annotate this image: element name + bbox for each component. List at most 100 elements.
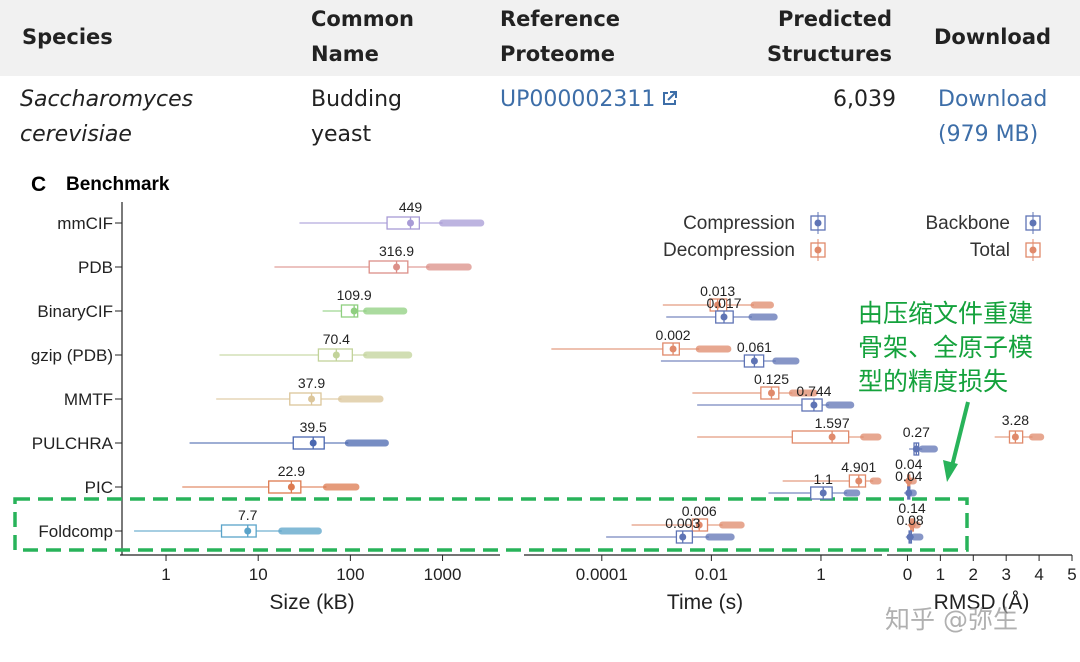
value-label: 0.08 [896,512,923,528]
category-label: BinaryCIF [37,302,113,321]
legend-key-dot [814,246,822,254]
value-label: 22.9 [278,463,305,479]
x-tick-label: 1 [816,565,825,584]
legend-key-dot [1029,219,1037,227]
x-tick-label: 2 [969,565,978,584]
mean-dot [912,445,920,453]
annotation-line: 型的精度损失 [858,367,1009,396]
external-link-icon [661,83,678,118]
value-label: 0.04 [895,456,922,472]
mean-dot [905,489,913,497]
category-label: MMTF [64,390,113,409]
annotation-text: 由压缩文件重建 骨架、全原子模 型的精度损失 [858,297,1058,399]
value-label: 70.4 [323,331,350,347]
x-tick-label: 4 [1034,565,1043,584]
mean-dot [287,483,295,491]
mean-dot [750,357,758,365]
mean-dot [393,263,401,271]
annotation-line: 骨架、全原子模 [858,333,1034,362]
value-label: 0.002 [656,327,691,343]
box-iqr [292,436,325,450]
header-species: Species [22,25,113,49]
mean-dot [244,527,252,535]
legend-label: Total [970,240,1010,261]
value-label: 0.14 [898,500,925,516]
value-label: 0.125 [754,371,789,387]
header-common-name: Common Name [311,7,414,66]
box-iqr [268,480,302,494]
value-label: 7.7 [238,507,258,523]
x-tick-label: 5 [1067,565,1076,584]
legend-key-dot [1029,246,1037,254]
mean-dot [406,219,414,227]
legend-label: Compression [683,213,795,234]
value-label: 3.28 [1002,412,1029,428]
mean-dot [908,521,916,529]
mean-dot [332,351,340,359]
x-axis-title: Size (kB) [269,591,354,614]
mean-dot [308,395,316,403]
annotation-arrow-shaft [949,401,970,471]
x-tick-label: 1 [936,565,945,584]
value-label: 0.04 [895,468,922,484]
header-predicted-structures: Predicted Structures [766,7,892,66]
mean-dot [767,389,775,397]
value-label: 1.1 [813,471,833,487]
box-iqr [791,430,850,444]
mean-dot [669,345,677,353]
watermark: 知乎 @弥生 [885,605,1018,634]
x-tick-label: 0 [903,565,912,584]
x-tick-label: 100 [336,565,364,584]
box-iqr [368,260,409,274]
box-iqr [386,216,420,230]
value-label: 449 [399,199,423,215]
mean-dot [350,307,358,315]
category-label: PULCHRA [32,434,114,453]
highlight-box [13,497,969,552]
mean-dot [1011,433,1019,441]
common-name: Budding yeast [311,87,402,147]
proteome-link[interactable]: UP000002311 [500,82,678,118]
mean-dot [679,533,687,541]
annotation-arrow-head [943,460,958,482]
figure-title: Benchmark [66,174,170,195]
value-label: 0.006 [682,503,717,519]
x-axis-title: RMSD (Å) [934,591,1030,614]
species-name: Saccharomyces cerevisiae [20,87,194,147]
benchmark-figure: C Benchmark mmCIF PDB BinaryCIF gzip (PDB) M… [13,173,1077,614]
table-header: Species Common Name Reference Proteome Pre… [0,0,1080,76]
x-tick-label: 1000 [424,565,462,584]
value-label: 0.27 [903,424,930,440]
x-axis-title: Time (s) [667,591,743,614]
table-row: Saccharomyces cerevisiae Budding yeast UP0… [0,76,1080,162]
value-label: 0.017 [706,295,741,311]
panel-letter: C [31,173,46,196]
value-label: 39.5 [300,419,327,435]
mean-dot [695,521,703,529]
category-label: PDB [78,258,113,277]
value-label: 109.9 [337,287,372,303]
value-label: 1.597 [815,415,850,431]
x-tick-label: 1 [161,565,170,584]
x-tick-label: 0.0001 [576,565,628,584]
legend-label: Decompression [663,240,795,261]
legend-key-dot [814,219,822,227]
structure-count: 6,039 [833,87,896,112]
mean-dot [309,439,317,447]
value-label: 0.003 [665,515,700,531]
mean-dot [906,533,914,541]
value-label: 4.901 [841,459,876,475]
mean-dot [810,401,818,409]
x-tick-label: 0.01 [695,565,728,584]
header-download: Download [934,25,1052,49]
value-label: 37.9 [298,375,325,391]
mean-dot [720,313,728,321]
value-label: 0.744 [796,383,831,399]
value-label: 0.061 [737,339,772,355]
category-label: PIC [85,478,113,497]
download-link[interactable]: Download (979 MB) [938,87,1048,147]
value-label: 0.013 [700,283,735,299]
x-tick-label: 10 [249,565,268,584]
value-label: 316.9 [379,243,414,259]
mean-dot [905,477,913,485]
